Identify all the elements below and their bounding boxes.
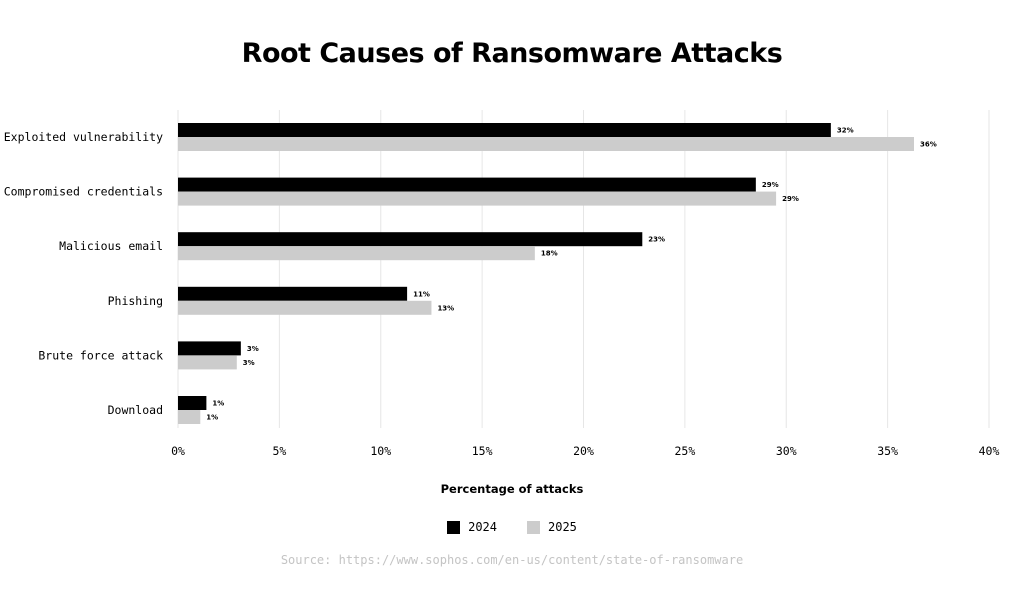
bar-2024-4 [178, 341, 241, 356]
category-label: Download [108, 403, 163, 417]
legend-swatch [527, 520, 540, 534]
x-tick-label: 20% [573, 444, 594, 458]
x-tick-label: 25% [674, 444, 695, 458]
x-tick-label: 15% [472, 444, 493, 458]
data-label-2024: 32% [837, 127, 854, 135]
bar-2024-1 [178, 177, 756, 192]
bar-2024-2 [178, 232, 643, 247]
source-note: Source: https://www.sophos.com/en-us/con… [280, 553, 744, 567]
category-labels: Exploited vulnerability Compromised crede… [4, 130, 163, 417]
data-label-2025: 29% [782, 195, 799, 203]
legend-label: 2025 [548, 520, 577, 534]
bar-2024-5 [178, 396, 207, 410]
legend-item-2025: 2025 [527, 520, 577, 534]
bar-2025-5 [178, 410, 201, 424]
data-label-2024: 29% [762, 181, 779, 189]
category-label: Exploited vulnerability [4, 130, 163, 144]
data-label-2025: 18% [541, 250, 558, 258]
data-label-2024: 1% [212, 400, 224, 408]
bar-2025-3 [178, 300, 432, 315]
data-label-2025: 13% [437, 304, 454, 312]
data-labels: 32% 36% 29%29% 23% 18% 11% 13% 3% 3% 1% 1% [206, 127, 936, 422]
x-tick-label: 10% [370, 444, 391, 458]
legend-item-2024: 2024 [447, 520, 497, 534]
data-label-2024: 23% [648, 236, 665, 244]
data-label-2025: 3% [243, 359, 255, 367]
x-tick-label: 40% [979, 444, 1000, 458]
bar-2024-0 [178, 123, 831, 137]
x-tick-label: 35% [877, 444, 898, 458]
category-label: Brute force attack [38, 348, 163, 362]
data-label-2025: 36% [920, 141, 937, 149]
gridlines [177, 110, 990, 428]
chart-title: Root Causes of Ransomware Attacks [241, 38, 783, 69]
category-label: Phishing [108, 294, 163, 308]
x-tick-label: 0% [171, 444, 185, 458]
legend: 2024 2025 [0, 520, 1024, 534]
bar-2025-2 [178, 246, 535, 261]
category-label: Malicious email [59, 239, 163, 253]
x-tick-label: 30% [776, 444, 797, 458]
category-label: Compromised credentials [4, 185, 163, 199]
x-tick-label: 5% [272, 444, 286, 458]
bar-2024-3 [178, 286, 408, 301]
data-label-2025: 1% [206, 414, 218, 422]
x-tick-labels: 0% 5% 10% 15% 20% 25% 30% 35% 40% [171, 444, 999, 458]
legend-swatch [447, 520, 461, 534]
data-label-2024: 3% [247, 345, 259, 353]
bar-2025-1 [178, 191, 777, 206]
x-axis-label: Percentage of attacks [440, 482, 584, 496]
data-label-2024: 11% [413, 290, 430, 298]
bars [178, 123, 914, 424]
legend-label: 2024 [468, 520, 497, 534]
bar-2025-0 [178, 137, 914, 151]
bar-2025-4 [178, 355, 237, 370]
